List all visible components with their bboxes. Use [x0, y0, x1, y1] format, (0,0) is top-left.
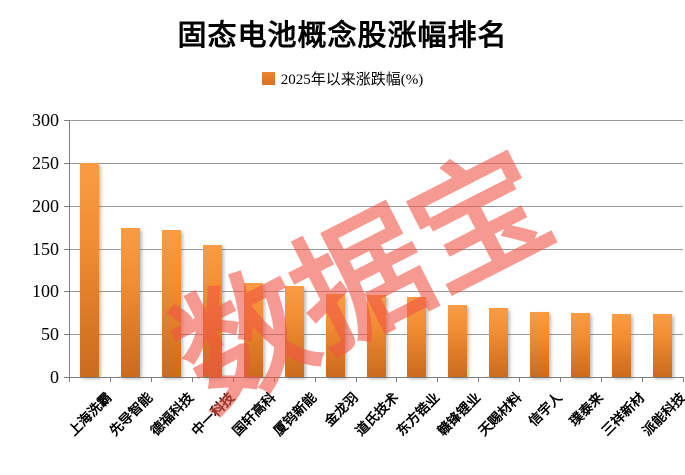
x-axis-label: 先导智能: [107, 389, 156, 439]
y-axis-label: 100: [32, 281, 59, 302]
x-axis-label: 中一科技: [188, 389, 238, 439]
gridline: [69, 248, 683, 250]
x-axis-tick: [560, 377, 562, 382]
bar: [571, 312, 591, 377]
bar: [612, 313, 632, 377]
x-axis-label: 东方锆业: [393, 389, 443, 439]
y-axis-tick: [64, 162, 69, 164]
y-axis-label: 200: [32, 195, 59, 216]
x-axis-label: 天赐材料: [475, 389, 525, 439]
x-axis-label: 信宇人: [525, 389, 566, 430]
x-axis-label: 上海洗霸: [66, 389, 115, 439]
y-axis-label: 250: [32, 152, 59, 173]
x-axis-tick: [396, 377, 398, 382]
legend-swatch-icon: [261, 72, 275, 85]
x-axis-tick: [150, 377, 152, 382]
bar: [161, 229, 181, 377]
x-axis-tick: [69, 377, 70, 382]
gridline: [69, 120, 683, 121]
x-axis-tick: [355, 377, 357, 382]
y-axis-label: 50: [41, 324, 59, 345]
bar: [284, 286, 304, 377]
y-axis-tick: [64, 248, 69, 250]
gridline: [69, 291, 683, 293]
x-axis-line: [69, 377, 683, 378]
chart-title: 固态电池概念股涨幅排名: [177, 20, 508, 52]
x-axis-tick: [642, 377, 644, 382]
x-axis-label: 厦钨新能: [270, 389, 320, 439]
x-axis-label: 德福科技: [147, 389, 197, 439]
legend: 2025年以来涨跌幅(%): [0, 68, 685, 89]
y-axis-label: 150: [32, 238, 59, 259]
bar: [489, 308, 509, 377]
x-axis-label: 派能科技: [639, 389, 685, 439]
legend-label: 2025年以来涨跌幅(%): [280, 72, 424, 88]
bar: [243, 282, 263, 377]
x-axis-tick: [314, 377, 316, 382]
x-axis-tick: [437, 377, 439, 382]
x-axis-tick: [478, 377, 480, 382]
y-axis-tick: [64, 205, 69, 207]
x-axis-tick: [273, 377, 275, 382]
bar: [120, 227, 140, 377]
y-axis-tick: [64, 120, 69, 121]
x-axis-label: 道氏技术: [352, 389, 402, 439]
x-axis-tick: [683, 377, 684, 382]
bar: [366, 294, 386, 377]
x-axis-label: 赣锋锂业: [434, 389, 484, 439]
bar: [653, 314, 673, 377]
y-axis-tick: [64, 334, 69, 336]
y-axis-tick: [64, 377, 69, 378]
bar: [202, 245, 222, 377]
y-axis-line: [69, 120, 70, 377]
gridline: [69, 205, 683, 207]
y-axis-label: 0: [50, 367, 59, 387]
bar: [448, 305, 468, 377]
x-axis-label: 三祥新材: [598, 389, 648, 439]
x-axis-tick: [191, 377, 193, 382]
bar: [530, 311, 550, 377]
x-axis-tick: [519, 377, 521, 382]
bar: [79, 162, 99, 377]
gridline: [69, 162, 683, 164]
bar: [407, 297, 427, 377]
x-axis-label: 国轩高科: [229, 389, 279, 439]
bar: [325, 293, 345, 377]
y-axis-label: 300: [32, 110, 59, 130]
plot-area: 0 50 100 150 200 250 300 上海洗霸 先导智能 德福科技 中一科技 国轩高科 厦钨…: [32, 110, 685, 439]
x-axis-tick: [109, 377, 111, 382]
x-axis-tick: [601, 377, 603, 382]
y-axis-tick: [64, 291, 69, 293]
x-axis-tick: [232, 377, 234, 382]
